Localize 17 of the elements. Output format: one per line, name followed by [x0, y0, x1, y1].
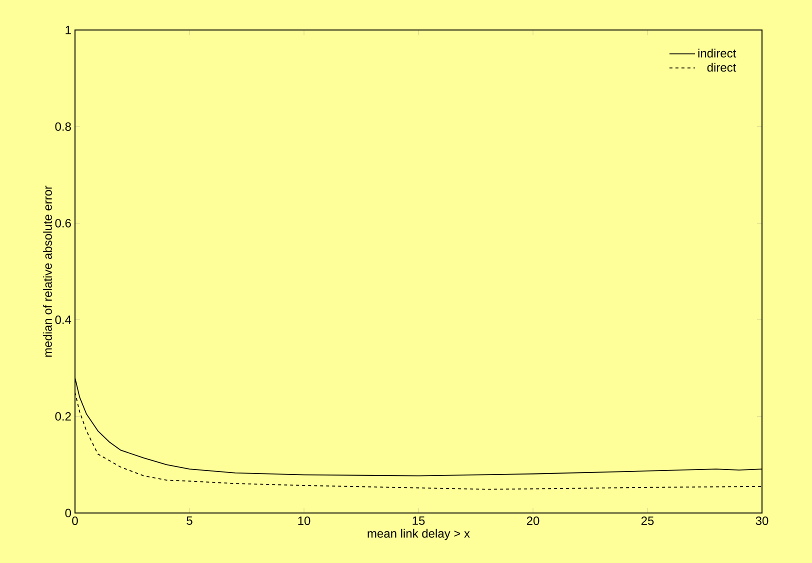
- y-tick-label: 0.8: [55, 122, 71, 131]
- y-tick-label: 0.2: [55, 412, 71, 421]
- y-tick-label: 0: [65, 508, 72, 518]
- y-tick-label: 1: [66, 26, 71, 34]
- legend-label: indirect: [698, 48, 736, 58]
- x-tick-label: 30: [756, 516, 768, 526]
- x-tick-label: 5: [186, 516, 192, 525]
- legend-label: direct: [707, 62, 736, 72]
- x-tick-label: 20: [526, 516, 540, 526]
- y-tick-label: 0.6: [55, 218, 71, 228]
- x-tick-label: 25: [641, 516, 654, 526]
- y-axis-title: median of relative absolute error: [43, 186, 52, 357]
- x-tick-label: 10: [298, 516, 310, 526]
- x-tick-label: 15: [412, 516, 425, 525]
- x-tick-label: 0: [72, 516, 78, 526]
- y-tick-label: 0.4: [55, 316, 72, 324]
- x-axis-title: mean link delay > x: [368, 528, 470, 540]
